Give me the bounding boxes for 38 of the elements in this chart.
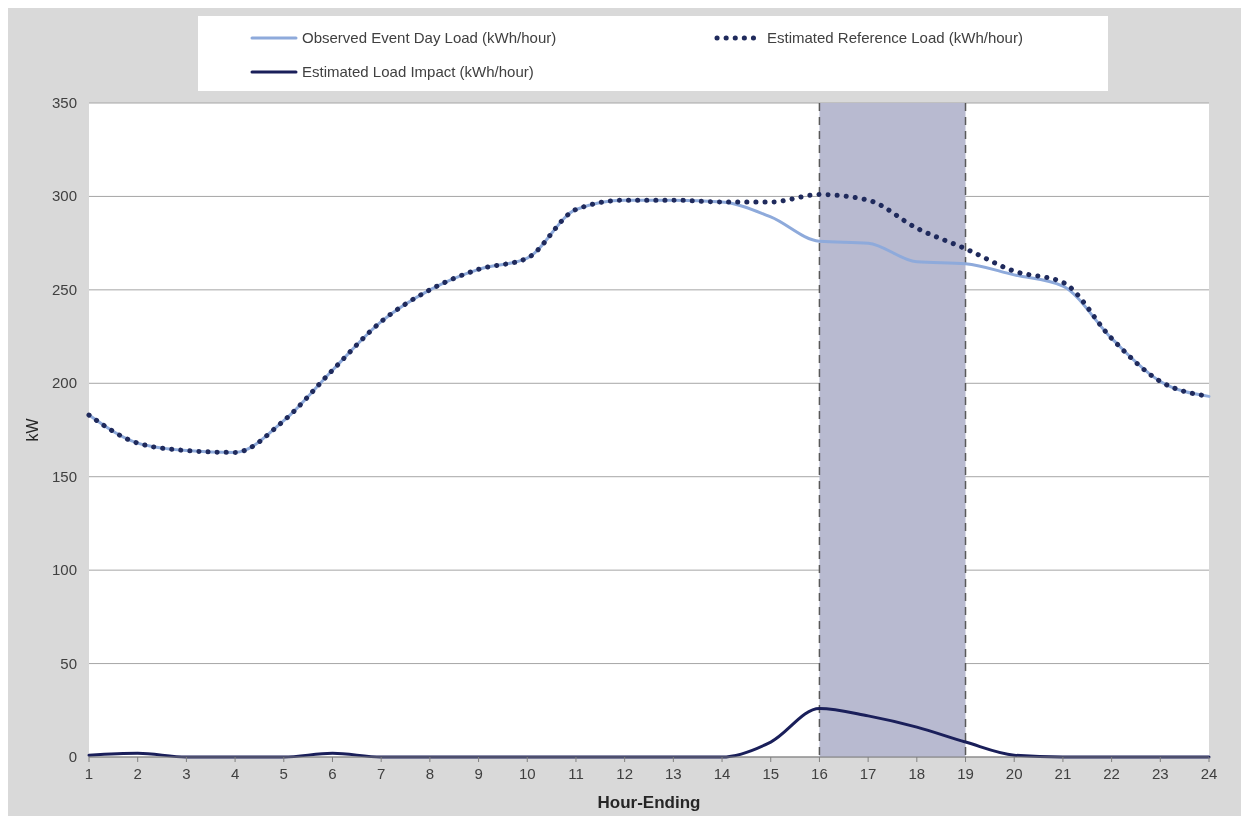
x-tick-label: 5 [279, 765, 288, 782]
y-axis-title: kW [24, 417, 41, 442]
y-tick-label: 250 [51, 280, 77, 298]
y-tick-label: 0 [68, 748, 77, 765]
y-tick-label: 350 [51, 94, 77, 111]
x-tick-label: 13 [665, 765, 682, 782]
x-tick-label: 20 [1005, 765, 1023, 782]
legend-label: Estimated Reference Load (kWh/hour) [767, 29, 1023, 46]
x-tick-label: 24 [1200, 765, 1218, 782]
x-tick-label: 17 [859, 765, 877, 782]
y-tick-label: 100 [51, 561, 77, 579]
x-tick-label: 2 [133, 765, 142, 782]
x-tick-label: 3 [182, 765, 191, 782]
x-tick-label: 6 [328, 765, 337, 782]
x-tick-label: 11 [568, 765, 584, 782]
x-tick-label: 14 [713, 765, 731, 782]
x-tick-label: 21 [1054, 765, 1072, 782]
legend-label: Estimated Load Impact (kWh/hour) [302, 63, 534, 80]
y-tick-label: 300 [51, 187, 77, 205]
x-axis-title: Hour-Ending [597, 793, 701, 812]
x-tick-label: 16 [811, 765, 828, 782]
x-tick-label: 8 [425, 765, 435, 782]
x-tick-label: 18 [908, 765, 926, 782]
x-tick-label: 4 [230, 765, 240, 782]
line-series [87, 706, 1211, 759]
x-tick-label: 23 [1151, 765, 1169, 782]
x-tick-label: 10 [518, 765, 536, 782]
x-tick-label: 7 [377, 765, 386, 782]
y-tick-label: 50 [60, 654, 77, 672]
x-tick-label: 9 [474, 765, 483, 782]
legend-label: Observed Event Day Load (kWh/hour) [302, 29, 557, 46]
x-tick-label: 19 [957, 765, 974, 782]
x-tick-label: 15 [762, 765, 780, 782]
x-tick-label: 1 [84, 765, 94, 782]
x-tick-label: 12 [616, 765, 633, 782]
y-tick-label: 200 [51, 374, 77, 392]
y-tick-label: 150 [51, 467, 77, 485]
x-tick-label: 22 [1103, 765, 1120, 782]
